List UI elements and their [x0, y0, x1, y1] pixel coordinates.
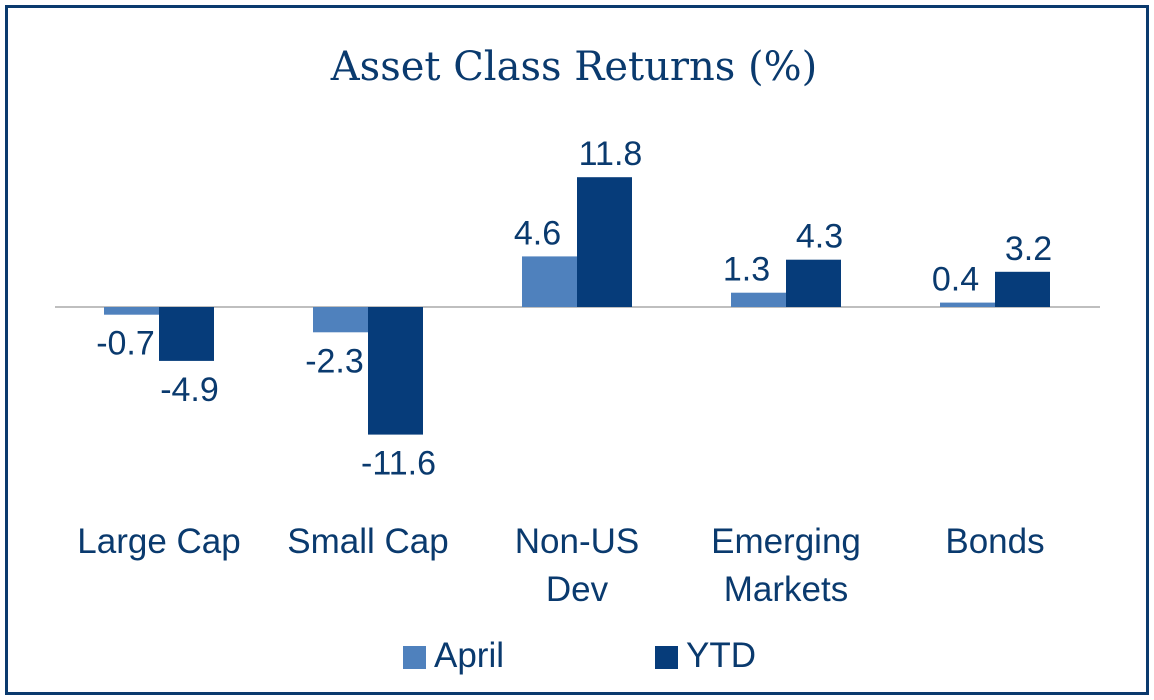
bar-april-0 [104, 307, 159, 315]
bar-ytd-4 [995, 271, 1050, 307]
data-label-april-4: 0.4 [932, 261, 979, 299]
bar-april-1 [313, 307, 368, 333]
category-label-3-0: Emerging [711, 522, 861, 561]
data-label-april-3: 1.3 [723, 251, 770, 289]
bar-ytd-3 [786, 259, 841, 307]
data-label-ytd-4: 3.2 [1005, 230, 1052, 268]
data-label-ytd-1: -11.6 [361, 445, 436, 483]
legend-label-april: April [434, 636, 504, 675]
category-label-3-1: Markets [724, 570, 848, 609]
category-label-2-1: Dev [546, 570, 609, 609]
category-label-1-0: Small Cap [287, 522, 448, 561]
legend-label-ytd: YTD [686, 636, 756, 675]
bar-ytd-1 [368, 307, 423, 435]
chart-title: Asset Class Returns (%) [330, 44, 818, 90]
data-label-ytd-2: 11.8 [579, 135, 643, 173]
legend-swatch-ytd [655, 646, 678, 669]
bar-ytd-0 [159, 307, 214, 361]
data-label-ytd-0: -4.9 [160, 371, 219, 409]
category-label-2-0: Non-US [515, 522, 639, 561]
bar-april-4 [940, 302, 995, 307]
data-label-ytd-3: 4.3 [796, 218, 843, 256]
bar-ytd-2 [577, 177, 632, 307]
category-label-0-0: Large Cap [77, 522, 240, 561]
bar-april-3 [731, 292, 786, 307]
category-label-4-0: Bonds [945, 522, 1044, 561]
bar-april-2 [522, 256, 577, 307]
data-label-april-1: -2.3 [305, 342, 364, 380]
data-label-april-0: -0.7 [96, 325, 155, 363]
data-label-april-2: 4.6 [514, 214, 561, 252]
legend-swatch-april [403, 646, 426, 669]
